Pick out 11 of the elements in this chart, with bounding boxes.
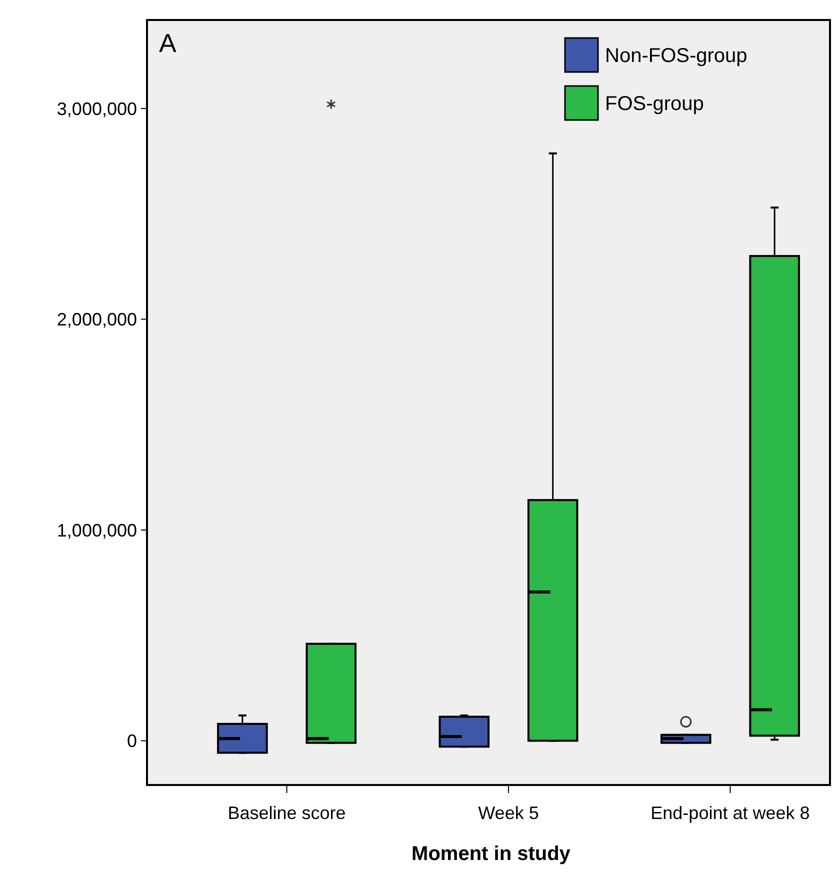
x-tick-label: End-point at week 8 <box>650 803 810 823</box>
y-tick-label: 1,000,000 <box>56 520 137 540</box>
x-tick-label: Week 5 <box>478 803 539 823</box>
x-tick-label: Baseline score <box>228 803 346 823</box>
y-tick-label: 0 <box>126 731 137 752</box>
x-axis-title: Moment in study <box>412 843 572 865</box>
annotation: A <box>159 28 177 58</box>
y-tick-label: 3,000,000 <box>56 98 137 119</box>
legend-label: FOS-group <box>605 93 704 115</box>
legend-label: Non-FOS-group <box>605 45 748 67</box>
y-tick-label: 2,000,000 <box>56 310 137 330</box>
